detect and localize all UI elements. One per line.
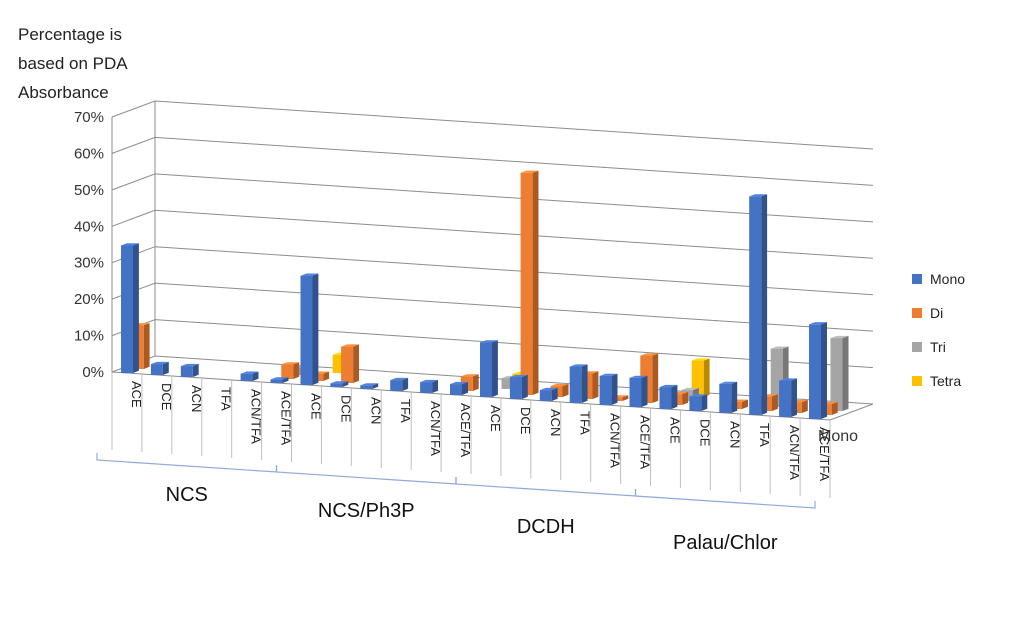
x-tick-label: ACE	[488, 405, 503, 432]
bar-mono	[659, 384, 678, 409]
legend-label-mono: Mono	[930, 271, 966, 287]
x-tick-label: TFA	[757, 423, 772, 447]
legend-label-tri: Tri	[930, 339, 946, 355]
legend-label-tetra: Tetra	[930, 373, 962, 389]
bar-mono	[360, 383, 379, 389]
x-tick-label: DCE	[518, 407, 533, 435]
group-label: DCDH	[517, 516, 575, 538]
legend-swatch-di	[912, 308, 922, 318]
bar-mono	[240, 371, 259, 381]
x-tick-label: DCE	[338, 395, 353, 423]
bar-tri	[830, 335, 849, 411]
x-tick-label: ACE	[309, 393, 324, 420]
y-axis-title-line-2: based on PDA	[18, 54, 128, 73]
depth-axis-label: Mono	[818, 428, 858, 445]
y-tick-label: 0%	[82, 364, 104, 381]
x-tick-label: DCE	[697, 419, 712, 447]
legend-item-tetra: Tetra	[912, 364, 965, 398]
bar-mono	[390, 377, 409, 391]
y-axis-title-line-3: Absorbance	[18, 83, 109, 102]
x-tick-label: TFA	[219, 387, 234, 411]
bar-mono	[480, 340, 498, 397]
bar-mono	[180, 363, 199, 377]
x-axis-ticks: ACE DCE ACN TFA ACN/TFA ACE/TFA ACE DCE ACN TFA AC…	[111, 372, 832, 498]
bar-mono	[689, 394, 708, 411]
group-bracket	[634, 489, 816, 509]
group-label: Palau/Chlor	[673, 532, 778, 554]
x-tick-label: ACN	[189, 385, 204, 412]
x-tick-label: ACN/TFA	[608, 413, 623, 468]
y-tick-label: 20%	[74, 291, 104, 308]
x-tick-label: ACN	[548, 409, 563, 436]
bar-di	[520, 170, 539, 395]
y-tick-label: 30%	[74, 255, 104, 272]
y-tick-label: 10%	[74, 328, 104, 345]
x-tick-label: ACN	[727, 421, 742, 448]
x-tick-label: ACE/TFA	[817, 427, 832, 482]
y-tick-label: 70%	[74, 109, 104, 126]
bar-mono	[450, 381, 468, 395]
x-tick-label: ACN/TFA	[428, 401, 443, 456]
group-labels: NCS NCS/Ph3P DCDH Palau/Chlor	[96, 453, 816, 554]
group-bracket	[275, 465, 457, 485]
bar-mono	[629, 375, 648, 407]
legend-label-di: Di	[930, 305, 944, 321]
bars	[121, 170, 849, 419]
x-tick-label: ACN/TFA	[787, 425, 802, 480]
legend-swatch-mono	[912, 274, 922, 284]
group-bracket	[96, 453, 278, 473]
bar-mono	[509, 374, 528, 399]
x-tick-label: TFA	[578, 411, 593, 435]
x-tick-label: ACE	[129, 381, 144, 408]
x-tick-label: ACE/TFA	[638, 415, 653, 470]
floor-edge	[829, 403, 874, 421]
bar-mono	[809, 322, 827, 419]
bar-mono	[150, 361, 169, 375]
bar-mono	[539, 387, 558, 401]
y-axis-ticks: 0% 10% 20% 30% 40% 50% 60% 70%	[74, 109, 104, 381]
legend-swatch-tri	[912, 342, 922, 352]
legend-item-tri: Tri	[912, 330, 965, 364]
x-tick-label: DCE	[159, 383, 174, 411]
group-bracket	[455, 477, 637, 497]
x-tick-label: ACN	[368, 397, 383, 424]
legend: Mono Di Tri Tetra	[912, 262, 965, 398]
bar-mono	[599, 373, 618, 405]
bar-di	[341, 344, 359, 383]
bar-mono	[569, 364, 588, 403]
x-tick-label: ACE/TFA	[279, 391, 294, 446]
bar-mono	[420, 379, 438, 393]
bar-mono	[749, 194, 768, 415]
x-tick-label: ACE	[668, 417, 683, 444]
group-label: NCS/Ph3P	[318, 500, 415, 522]
group-label: NCS	[166, 484, 208, 506]
y-tick-label: 60%	[74, 145, 104, 162]
bar-mono	[779, 378, 797, 417]
x-tick-label: ACN/TFA	[249, 389, 264, 444]
y-axis-title-line-1: Percentage is	[18, 25, 122, 44]
bar-di	[281, 362, 300, 379]
bar-mono	[300, 273, 319, 385]
y-tick-label: 50%	[74, 182, 104, 199]
bar-mono	[270, 377, 289, 383]
x-tick-label: ACE/TFA	[458, 403, 473, 458]
legend-item-di: Di	[912, 296, 965, 330]
legend-swatch-tetra	[912, 376, 922, 386]
x-tick-label: TFA	[398, 399, 413, 423]
bar-mono	[121, 243, 139, 373]
bar-mono	[330, 381, 349, 387]
bar-mono	[719, 381, 738, 413]
y-tick-label: 40%	[74, 218, 104, 235]
legend-item-mono: Mono	[912, 262, 965, 296]
